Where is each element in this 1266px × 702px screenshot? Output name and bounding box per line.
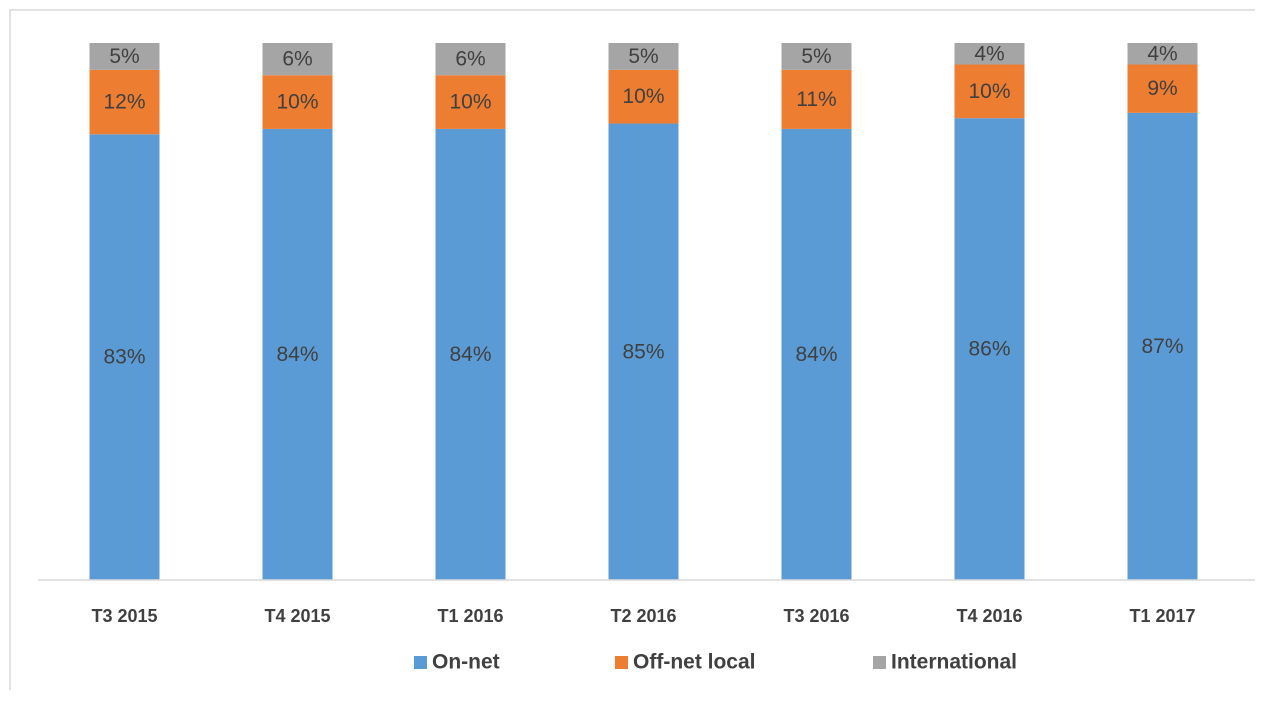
bar-segment bbox=[435, 128, 506, 581]
x-tick-label: T4 2016 bbox=[956, 606, 1022, 626]
bar-segment bbox=[781, 69, 852, 129]
bar-segment bbox=[89, 69, 160, 135]
data-label: 12% bbox=[103, 91, 145, 114]
legend-swatch bbox=[414, 656, 427, 669]
bar-segment bbox=[435, 75, 506, 129]
bar-segment bbox=[1127, 112, 1198, 580]
data-label: 10% bbox=[622, 85, 664, 108]
bar-segment bbox=[435, 43, 506, 76]
data-label: 5% bbox=[628, 45, 658, 68]
bar-segment bbox=[262, 128, 333, 581]
bar-segment bbox=[781, 43, 852, 70]
legend-swatch bbox=[615, 656, 628, 669]
data-label: 4% bbox=[1147, 42, 1177, 65]
data-label: 10% bbox=[276, 91, 318, 114]
data-label: 6% bbox=[282, 48, 312, 71]
data-label: 5% bbox=[109, 45, 139, 68]
x-tick-label: T1 2017 bbox=[1129, 606, 1195, 626]
x-tick-label: T1 2016 bbox=[437, 606, 503, 626]
data-label: 84% bbox=[276, 343, 318, 366]
x-tick-label: T3 2015 bbox=[91, 606, 157, 626]
data-label: 6% bbox=[455, 48, 485, 71]
legend-label: Off-net local bbox=[633, 651, 756, 674]
bar-segment bbox=[89, 43, 160, 70]
data-label: 9% bbox=[1147, 77, 1177, 100]
data-label: 85% bbox=[622, 340, 664, 363]
bar-segment bbox=[89, 134, 160, 581]
bar-segment bbox=[1127, 43, 1198, 65]
legend-swatch bbox=[873, 656, 886, 669]
data-label: 4% bbox=[974, 42, 1004, 65]
bar-segment bbox=[262, 43, 333, 76]
bar-segment bbox=[954, 64, 1025, 119]
legend-label: On-net bbox=[432, 651, 500, 674]
chart-frame bbox=[9, 9, 1255, 690]
data-label: 87% bbox=[1141, 335, 1183, 358]
data-label: 83% bbox=[103, 346, 145, 369]
bar-segment bbox=[608, 69, 679, 124]
data-label: 84% bbox=[795, 343, 837, 366]
x-tick-label: T2 2016 bbox=[610, 606, 676, 626]
x-tick-label: T3 2016 bbox=[783, 606, 849, 626]
bar-segment bbox=[608, 123, 679, 581]
data-label: 84% bbox=[449, 343, 491, 366]
data-label: 10% bbox=[968, 80, 1010, 103]
bar-segment bbox=[781, 128, 852, 581]
data-label: 11% bbox=[796, 88, 836, 111]
legend-label: International bbox=[891, 651, 1017, 674]
data-label: 10% bbox=[449, 91, 491, 114]
x-tick-label: T4 2015 bbox=[264, 606, 330, 626]
data-label: 5% bbox=[801, 45, 831, 68]
bar-segment bbox=[1127, 64, 1198, 113]
bar-segment bbox=[608, 43, 679, 70]
bar-segment bbox=[954, 43, 1025, 65]
bar-segment bbox=[954, 118, 1025, 581]
bar-segment bbox=[262, 75, 333, 129]
data-label: 86% bbox=[968, 338, 1010, 361]
